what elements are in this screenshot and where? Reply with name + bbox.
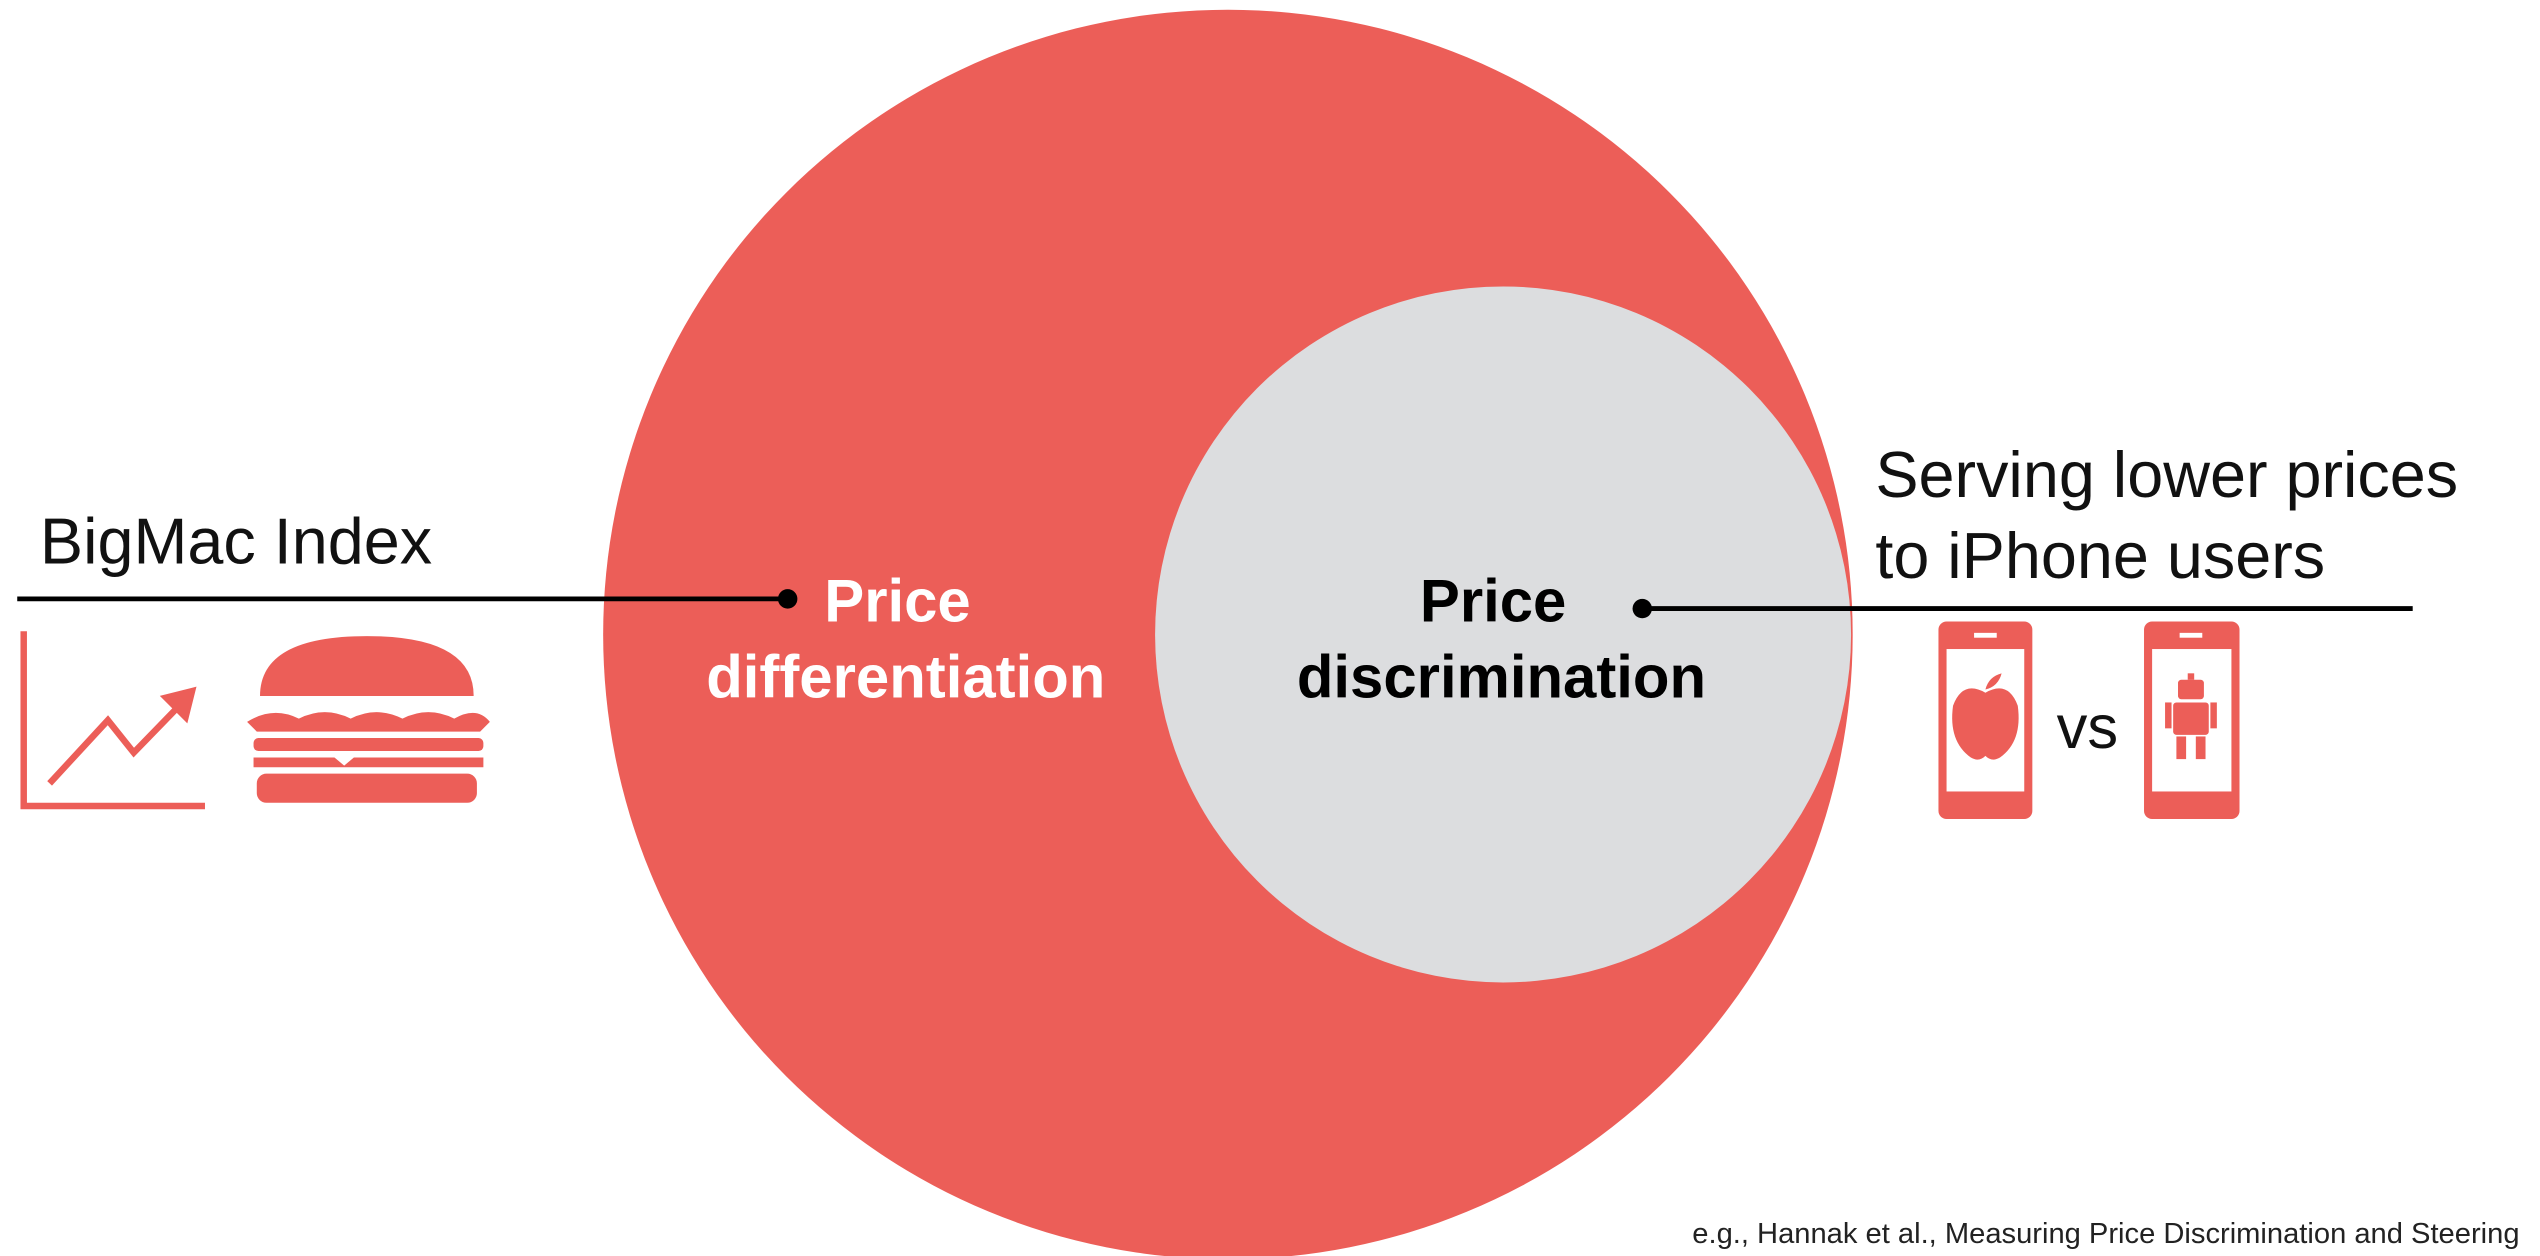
text-line: to iPhone users <box>1875 519 2325 592</box>
outer-label: Price differentiation <box>706 568 1105 711</box>
burger-icon <box>247 636 490 803</box>
text-line: differentiation <box>706 644 1105 711</box>
right-dot <box>1632 598 1652 619</box>
right-title: Serving lower prices to iPhone users <box>1875 438 2476 592</box>
iphone-icon <box>1938 621 2033 819</box>
citation: e.g., Hannak et al., Measuring Price Dis… <box>1692 1218 2519 1250</box>
left-dot <box>777 589 798 609</box>
text-line: discrimination <box>1297 644 1706 711</box>
left-title: BigMac Index <box>40 504 432 577</box>
vs-label: vs <box>2057 693 2119 762</box>
text-line: Price <box>824 568 970 635</box>
inner-circle <box>1155 286 1852 983</box>
inner-label: Price discrimination <box>1297 568 1706 711</box>
text-line: Serving lower prices <box>1875 438 2458 511</box>
text-line: Price <box>1420 568 1566 635</box>
android-icon <box>2144 621 2240 819</box>
chart-icon <box>20 631 205 810</box>
